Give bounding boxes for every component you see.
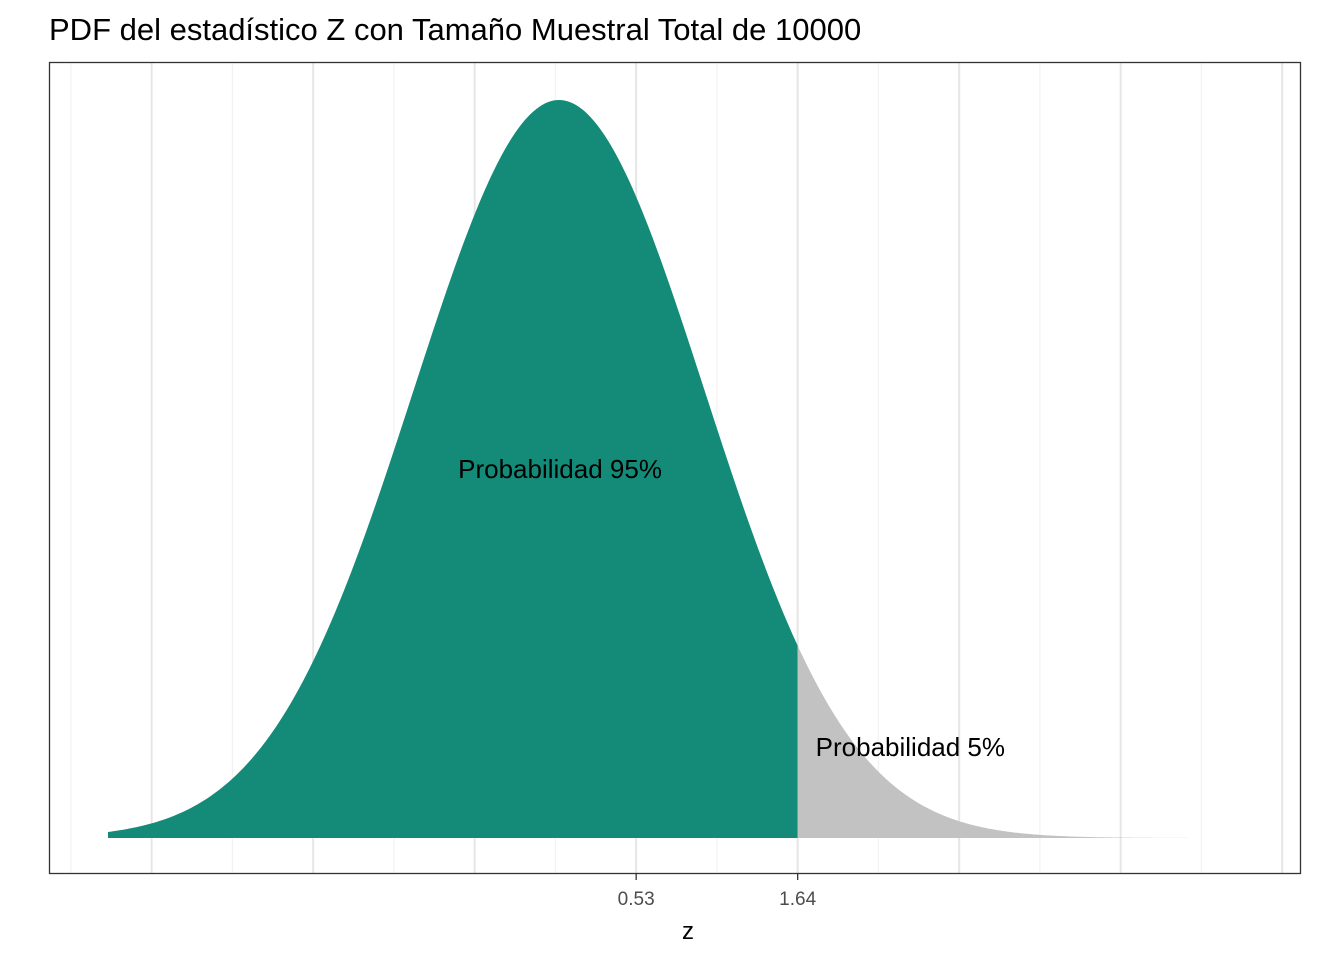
area-region-2 <box>797 645 1272 838</box>
panel-border <box>48 61 1302 875</box>
area-region-1 <box>108 100 798 838</box>
annotation-probabilidad-5: Probabilidad 5% <box>816 732 1005 762</box>
density-areas <box>108 100 1272 838</box>
x-tick-label: 1.64 <box>779 889 816 910</box>
x-axis-ticks: 0.53 1.64 <box>618 873 817 910</box>
annotation-probabilidad-95: Probabilidad 95% <box>458 454 662 484</box>
x-tick-label: 0.53 <box>618 889 655 910</box>
x-axis-title: z <box>682 918 694 945</box>
chart-title: PDF del estadístico Z con Tamaño Muestra… <box>49 12 861 47</box>
